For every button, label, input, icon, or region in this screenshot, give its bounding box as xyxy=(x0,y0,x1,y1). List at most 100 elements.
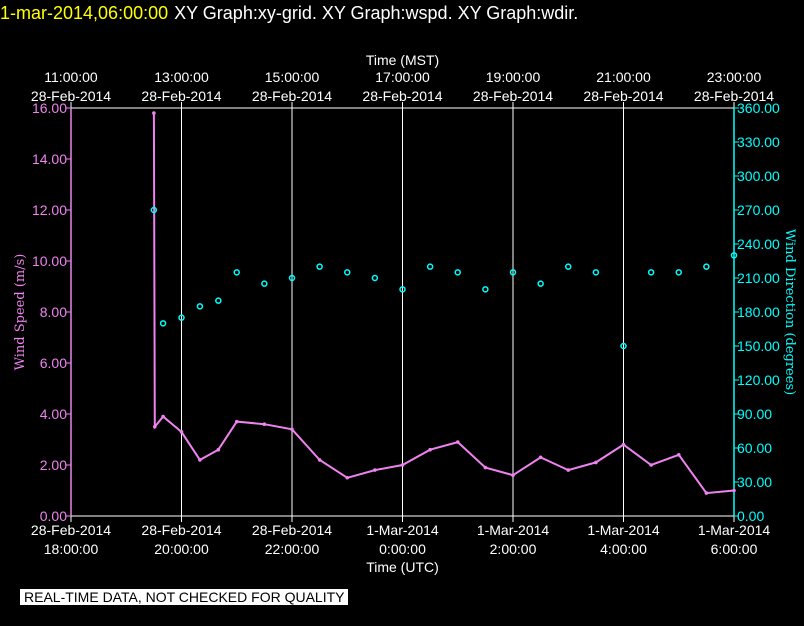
wind-direction-point xyxy=(537,280,544,287)
title-datetime: 1-mar-2014,06:00:00 xyxy=(0,3,169,23)
y-left-tick-label: 2.00 xyxy=(40,457,67,473)
wind-direction-point xyxy=(675,269,682,276)
wind-direction-point xyxy=(509,269,517,276)
wind-direction-point xyxy=(316,263,323,270)
title-graph-list: XY Graph:xy-grid. XY Graph:wspd. XY Grap… xyxy=(174,3,579,23)
wind-direction-point xyxy=(261,280,268,287)
x-bottom-tick-label-date: 28-Feb-2014 xyxy=(252,522,332,538)
wind-direction-point xyxy=(178,314,185,321)
wind-speed-point xyxy=(428,447,432,452)
y-right-tick-label: 300.00 xyxy=(737,168,780,184)
y-right-tick-label: 120.00 xyxy=(737,372,780,388)
wind-speed-point xyxy=(234,419,239,424)
y-left-tick-label: 16.00 xyxy=(32,100,67,116)
y-left-axis-label: Wind Speed (m/s) xyxy=(13,254,28,371)
wind-speed-point xyxy=(161,414,165,419)
x-bottom-tick-label-time: 22:00:00 xyxy=(265,541,320,557)
wind-direction-point xyxy=(703,263,710,270)
wind-direction-point xyxy=(371,274,379,282)
x-bottom-tick-label-time: 20:00:00 xyxy=(154,541,209,557)
wind-speed-point xyxy=(262,422,267,427)
wind-direction-point xyxy=(150,206,158,214)
y-right-tick-label: 150.00 xyxy=(737,338,780,354)
wind-speed-point xyxy=(345,475,350,480)
y-right-tick-label: 270.00 xyxy=(737,202,780,218)
x-top-tick-label-time: 15:00:00 xyxy=(265,69,320,85)
chart-title: 1-mar-2014,06:00:00 XY Graph:xy-grid. XY … xyxy=(0,0,804,30)
wind-speed-point xyxy=(649,463,653,467)
wind-speed-point xyxy=(198,458,202,462)
x-bottom-axis-label: Time (UTC) xyxy=(366,559,439,575)
y-right-tick-label: 30.00 xyxy=(737,474,772,490)
x-top-tick-label-date: 28-Feb-2014 xyxy=(694,88,774,104)
y-left-tick-label: 4.00 xyxy=(40,406,67,422)
y-right-tick-label: 90.00 xyxy=(737,406,772,422)
y-left-tick-label: 14.00 xyxy=(32,151,67,167)
y-right-axis-label: Wind Direction (degrees) xyxy=(782,229,797,395)
wind-speed-point xyxy=(621,442,626,447)
x-top-tick-label-date: 28-Feb-2014 xyxy=(583,88,663,104)
x-top-tick-label-time: 13:00:00 xyxy=(154,69,209,85)
wind-speed-point xyxy=(704,491,709,495)
y-left-tick-label: 12.00 xyxy=(32,202,67,218)
y-right-tick-label: 60.00 xyxy=(737,440,772,456)
wind-speed-point xyxy=(455,440,460,444)
wind-speed-point xyxy=(566,468,571,472)
x-bottom-tick-label-date: 1-Mar-2014 xyxy=(366,522,439,538)
wind-speed-point xyxy=(511,473,515,478)
wind-speed-point xyxy=(290,427,294,432)
y-right-tick-label: 330.00 xyxy=(737,134,780,150)
wind-direction-point xyxy=(426,263,434,270)
wind-direction-point xyxy=(215,297,222,304)
x-top-tick-label-date: 28-Feb-2014 xyxy=(362,88,442,104)
x-bottom-tick-label-date: 1-Mar-2014 xyxy=(587,522,660,538)
x-bottom-tick-label-date: 1-Mar-2014 xyxy=(477,522,550,538)
x-top-tick-label-time: 11:00:00 xyxy=(44,69,98,85)
x-bottom-tick-label-date: 1-Mar-2014 xyxy=(698,522,771,538)
x-bottom-tick-label-time: 6:00:00 xyxy=(711,541,758,557)
wind-speed-point xyxy=(676,453,681,457)
x-bottom-tick-label-time: 0:00:00 xyxy=(379,541,426,557)
x-top-tick-label-date: 28-Feb-2014 xyxy=(473,88,553,104)
wind-direction-point xyxy=(159,320,167,327)
x-top-tick-label-date: 28-Feb-2014 xyxy=(252,88,332,104)
wind-direction-point xyxy=(620,342,627,350)
x-bottom-tick-label-time: 18:00:00 xyxy=(44,541,99,557)
y-left-tick-label: 8.00 xyxy=(40,304,67,320)
x-top-tick-label-time: 23:00:00 xyxy=(707,69,762,85)
x-top-tick-label-time: 17:00:00 xyxy=(375,69,430,85)
x-bottom-tick-label-time: 2:00:00 xyxy=(490,541,537,557)
series-line-wind-speed xyxy=(152,113,735,495)
x-top-tick-label-time: 21:00:00 xyxy=(596,69,651,85)
wind-direction-point xyxy=(196,303,204,310)
y-right-tick-label: 360.00 xyxy=(737,100,780,116)
x-bottom-tick-label-time: 4:00:00 xyxy=(600,541,647,557)
wind-direction-point xyxy=(482,286,489,293)
y-right-tick-label: 210.00 xyxy=(737,270,780,286)
y-right-tick-label: 240.00 xyxy=(737,236,780,252)
wind-direction-point xyxy=(592,269,600,276)
x-bottom-tick-label-date: 28-Feb-2014 xyxy=(141,522,221,538)
wind-speed-point xyxy=(179,430,184,434)
x-top-tick-label-date: 28-Feb-2014 xyxy=(31,88,111,104)
wind-direction-point xyxy=(233,269,240,276)
wind-speed-point xyxy=(400,463,405,467)
wind-speed-point xyxy=(538,455,543,460)
wind-direction-point xyxy=(344,269,351,276)
wind-speed-point xyxy=(594,460,598,465)
wind-speed-point xyxy=(152,111,156,115)
x-top-axis-label: Time (MST) xyxy=(366,52,439,68)
wind-speed-point xyxy=(483,465,488,470)
wind-direction-point xyxy=(730,252,738,259)
y-right-tick-label: 0.00 xyxy=(737,508,764,524)
y-right-tick-label: 180.00 xyxy=(737,304,780,320)
wind-speed-point xyxy=(373,468,377,472)
wind-direction-point xyxy=(647,269,655,276)
y-left-tick-label: 10.00 xyxy=(32,253,67,269)
wind-speed-point xyxy=(317,458,322,462)
wind-direction-point xyxy=(399,286,406,293)
y-left-tick-label: 6.00 xyxy=(40,355,67,371)
wind-direction-point xyxy=(565,263,572,270)
y-left-tick-label: 0.00 xyxy=(40,508,67,524)
